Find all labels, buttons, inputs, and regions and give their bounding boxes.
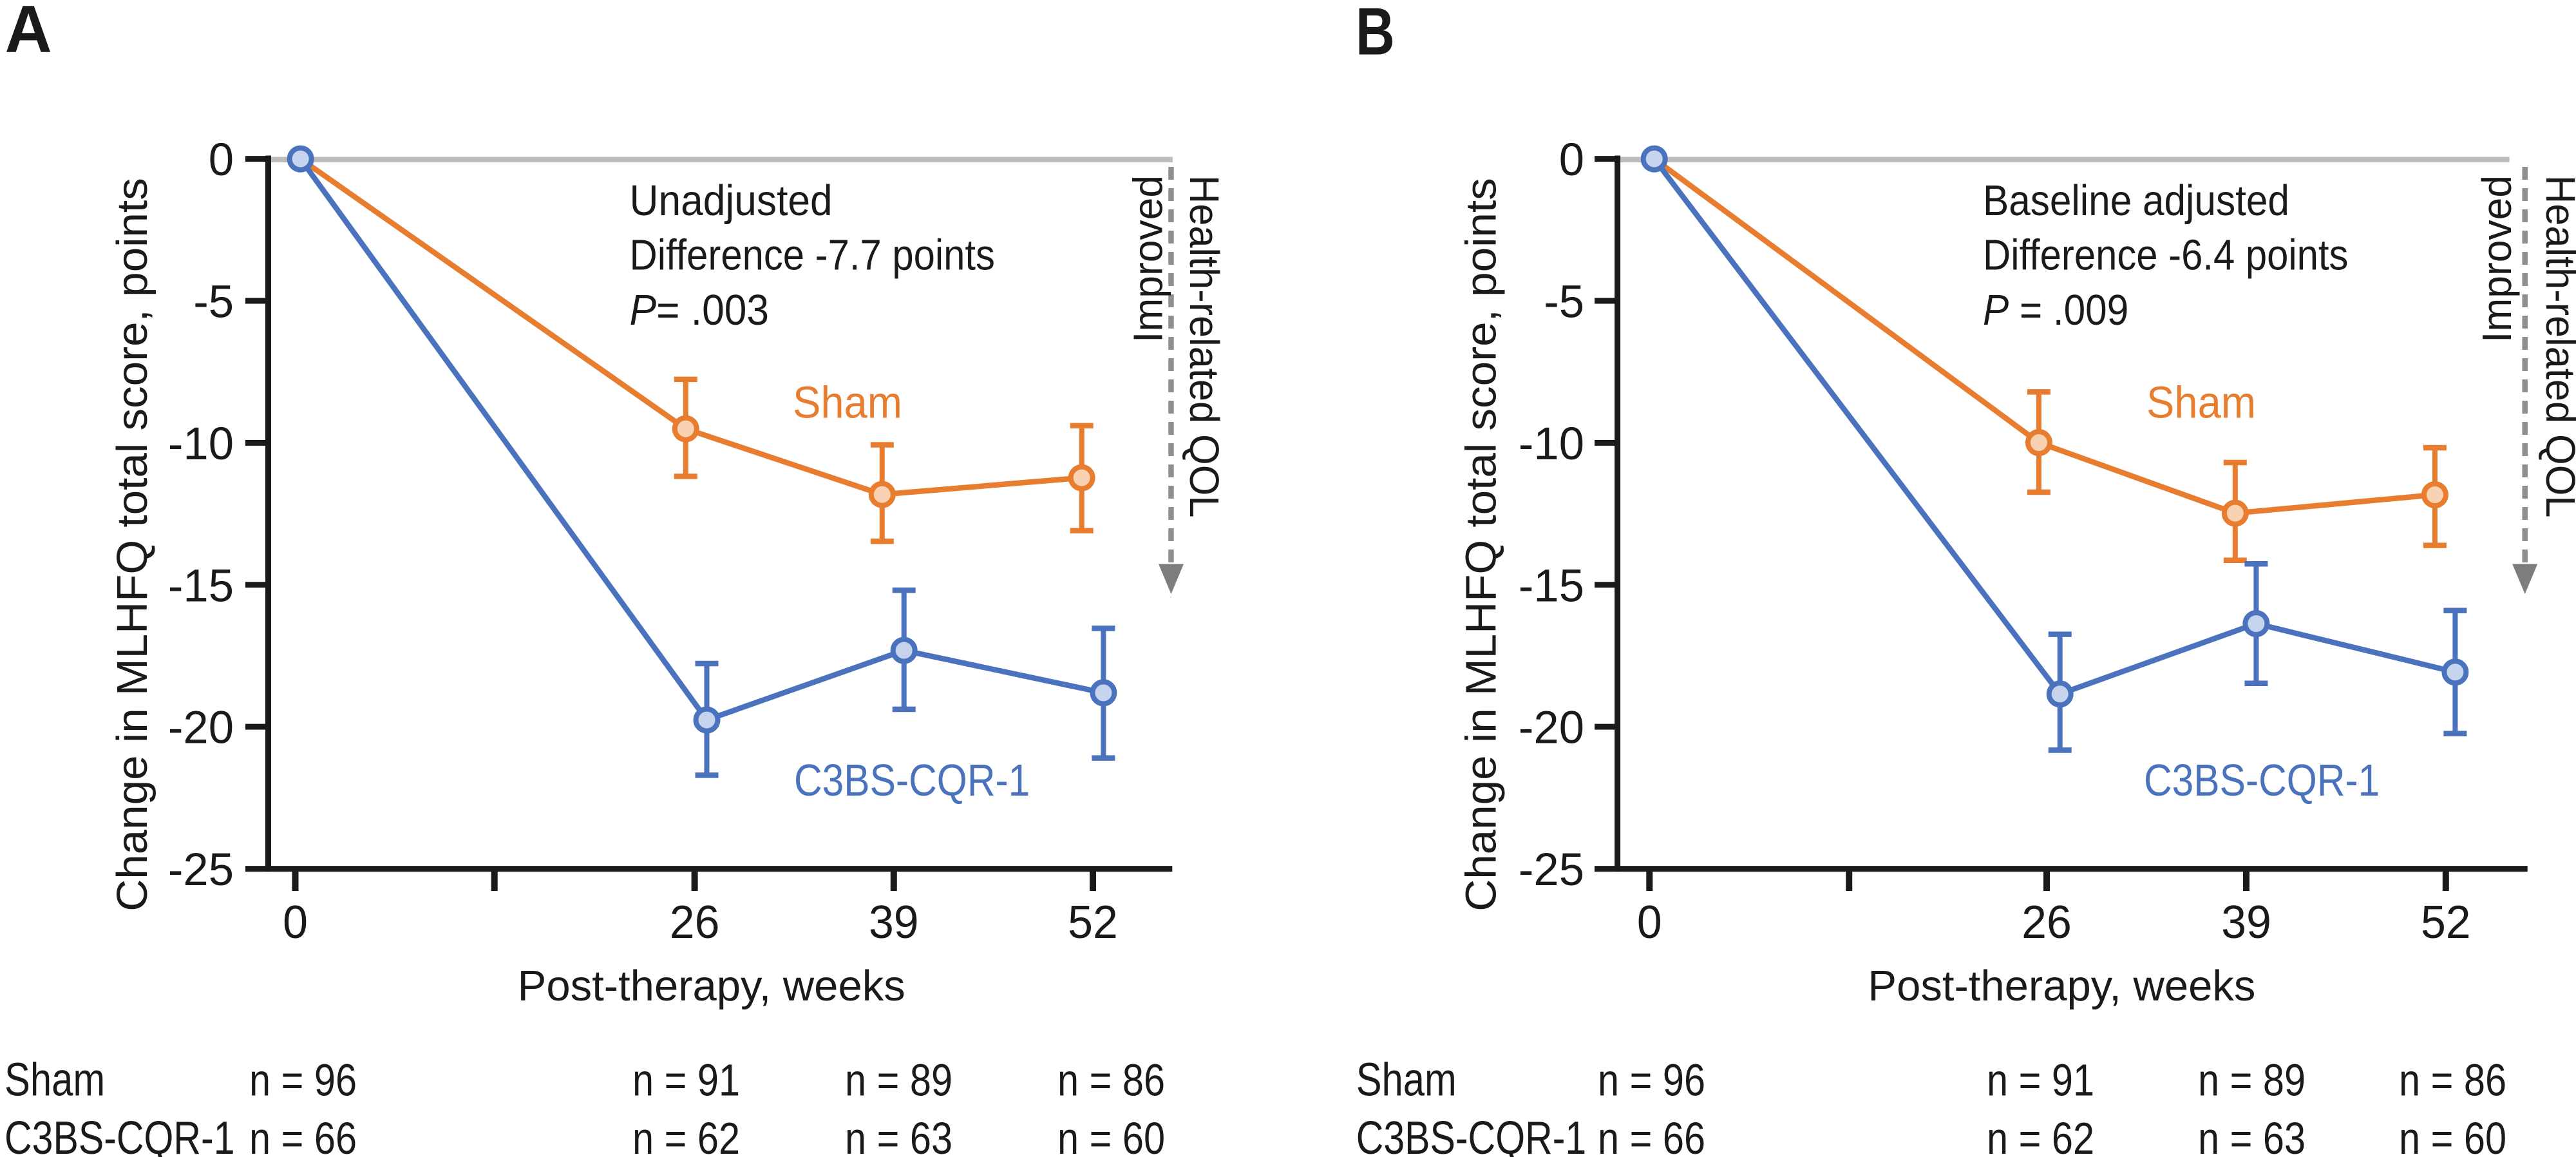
svg-text:-10: -10 bbox=[1519, 419, 1584, 470]
svg-text:26: 26 bbox=[2022, 897, 2072, 948]
svg-text:n = 66: n = 66 bbox=[249, 1113, 357, 1157]
svg-text:-20: -20 bbox=[1519, 702, 1584, 753]
svg-text:Sham: Sham bbox=[2146, 378, 2256, 428]
svg-text:Change in MLHFQ total score, p: Change in MLHFQ total score, points bbox=[108, 178, 156, 912]
svg-text:-25: -25 bbox=[1519, 845, 1584, 895]
svg-text:n = 66: n = 66 bbox=[1598, 1113, 1705, 1157]
svg-text:52: 52 bbox=[1068, 897, 1118, 948]
svg-text:Health-related QOL: Health-related QOL bbox=[2537, 175, 2576, 518]
svg-text:n = 63: n = 63 bbox=[2198, 1113, 2306, 1157]
svg-text:C3BS-CQR-1: C3BS-CQR-1 bbox=[794, 755, 1030, 805]
svg-text:n = 60: n = 60 bbox=[2399, 1113, 2506, 1157]
svg-text:C3BS-CQR-1: C3BS-CQR-1 bbox=[2144, 755, 2380, 805]
svg-text:P= .003: P= .003 bbox=[630, 285, 770, 334]
svg-text:-15: -15 bbox=[1519, 560, 1584, 611]
svg-text:n = 96: n = 96 bbox=[249, 1055, 357, 1105]
svg-text:Improved: Improved bbox=[1126, 175, 1171, 343]
svg-text:Difference -7.7 points: Difference -7.7 points bbox=[630, 231, 995, 279]
svg-text:n = 96: n = 96 bbox=[1598, 1055, 1705, 1105]
svg-text:B: B bbox=[1356, 0, 1395, 70]
svg-text:n = 62: n = 62 bbox=[1987, 1113, 2094, 1157]
svg-text:n = 86: n = 86 bbox=[2399, 1055, 2506, 1105]
svg-text:Health-related QOL: Health-related QOL bbox=[1181, 175, 1227, 518]
svg-text:-25: -25 bbox=[168, 845, 234, 895]
svg-text:Change in MLHFQ total score, p: Change in MLHFQ total score, points bbox=[1457, 178, 1505, 912]
svg-text:n = 89: n = 89 bbox=[2198, 1055, 2306, 1105]
svg-text:0: 0 bbox=[1637, 897, 1662, 948]
svg-text:0: 0 bbox=[283, 897, 308, 948]
svg-text:Post-therapy, weeks: Post-therapy, weeks bbox=[1868, 962, 2255, 1010]
svg-text:-5: -5 bbox=[1544, 276, 1584, 327]
svg-text:C3BS-CQR-1: C3BS-CQR-1 bbox=[5, 1111, 235, 1157]
svg-text:-20: -20 bbox=[168, 702, 234, 753]
svg-text:Difference -6.4 points: Difference -6.4 points bbox=[1983, 231, 2348, 279]
svg-text:Improved: Improved bbox=[2474, 175, 2520, 343]
svg-text:A: A bbox=[5, 0, 52, 66]
svg-text:Unadjusted: Unadjusted bbox=[630, 176, 833, 225]
svg-text:-10: -10 bbox=[168, 419, 234, 470]
svg-text:n = 86: n = 86 bbox=[1057, 1055, 1165, 1105]
svg-text:-5: -5 bbox=[193, 276, 234, 327]
svg-text:39: 39 bbox=[869, 897, 919, 948]
svg-text:n = 60: n = 60 bbox=[1057, 1113, 1165, 1157]
svg-text:n = 91: n = 91 bbox=[632, 1055, 740, 1105]
svg-text:Sham: Sham bbox=[793, 378, 902, 428]
svg-text:0: 0 bbox=[1559, 135, 1584, 186]
svg-text:Sham: Sham bbox=[5, 1054, 105, 1106]
svg-text:Sham: Sham bbox=[1356, 1054, 1457, 1106]
svg-text:0: 0 bbox=[209, 135, 234, 186]
svg-text:n = 89: n = 89 bbox=[845, 1055, 952, 1105]
svg-text:C3BS-CQR-1: C3BS-CQR-1 bbox=[1356, 1111, 1587, 1157]
svg-text:Post-therapy, weeks: Post-therapy, weeks bbox=[518, 962, 905, 1010]
svg-text:52: 52 bbox=[2421, 897, 2471, 948]
svg-text:n = 63: n = 63 bbox=[845, 1113, 952, 1157]
svg-text:n = 91: n = 91 bbox=[1987, 1055, 2094, 1105]
svg-text:P = .009: P = .009 bbox=[1983, 285, 2128, 334]
svg-text:Baseline adjusted: Baseline adjusted bbox=[1983, 176, 2289, 225]
svg-text:39: 39 bbox=[2221, 897, 2271, 948]
svg-text:-15: -15 bbox=[168, 560, 234, 611]
svg-text:n = 62: n = 62 bbox=[632, 1113, 740, 1157]
svg-text:26: 26 bbox=[670, 897, 720, 948]
